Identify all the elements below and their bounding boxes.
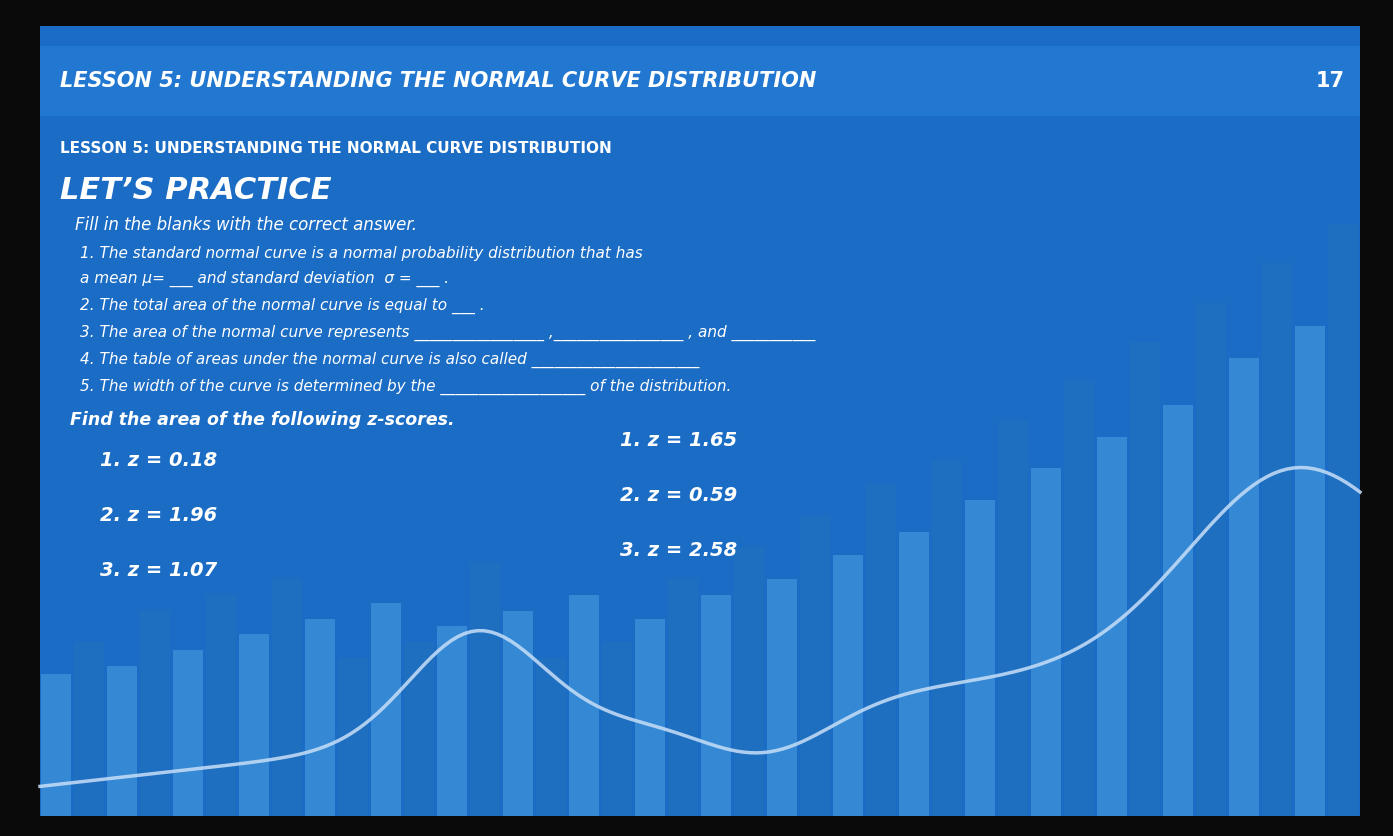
Text: LESSON 5: UNDERSTANDING THE NORMAL CURVE DISTRIBUTION: LESSON 5: UNDERSTANDING THE NORMAL CURVE… (60, 141, 612, 156)
Text: a mean μ= ___ and standard deviation  σ = ___ .: a mean μ= ___ and standard deviation σ =… (79, 271, 449, 288)
Text: 1. The standard normal curve is a normal probability distribution that has: 1. The standard normal curve is a normal… (79, 246, 642, 261)
Text: 3. The area of the normal curve represents _________________ ,_________________ : 3. The area of the normal curve represen… (79, 325, 815, 341)
Bar (338, 658, 368, 816)
Text: 3. z = 2.58: 3. z = 2.58 (620, 541, 737, 560)
Text: 5. The width of the curve is determined by the ___________________ of the distri: 5. The width of the curve is determined … (79, 379, 731, 395)
Bar (1031, 468, 1061, 816)
Bar (635, 619, 664, 816)
Bar (206, 594, 235, 816)
Bar (437, 626, 467, 816)
Bar (1130, 342, 1160, 816)
Bar (800, 516, 830, 816)
Bar (1064, 381, 1094, 816)
Text: 4. The table of areas under the normal curve is also called ____________________: 4. The table of areas under the normal c… (79, 352, 699, 368)
Bar (503, 610, 534, 816)
Text: 2. The total area of the normal curve is equal to ___ .: 2. The total area of the normal curve is… (79, 298, 485, 314)
Bar (469, 563, 500, 816)
Bar (1098, 436, 1127, 816)
Bar (1295, 326, 1325, 816)
Bar (40, 674, 71, 816)
Text: LESSON 5: UNDERSTANDING THE NORMAL CURVE DISTRIBUTION: LESSON 5: UNDERSTANDING THE NORMAL CURVE… (60, 71, 816, 91)
Text: LET’S PRACTICE: LET’S PRACTICE (60, 176, 332, 205)
Bar (965, 500, 995, 816)
Bar (898, 532, 929, 816)
Bar (669, 579, 698, 816)
Bar (536, 658, 566, 816)
Text: Fill in the blanks with the correct answer.: Fill in the blanks with the correct answ… (75, 216, 417, 234)
Bar (404, 642, 435, 816)
Bar (602, 642, 632, 816)
Text: 2. z = 1.96: 2. z = 1.96 (100, 506, 217, 525)
Text: Find the area of the following z-scores.: Find the area of the following z-scores. (70, 411, 454, 429)
Bar (768, 579, 797, 816)
Bar (173, 650, 203, 816)
Bar (1163, 405, 1192, 816)
Bar (240, 635, 269, 816)
Bar (734, 548, 763, 816)
Bar (568, 594, 599, 816)
Bar (932, 461, 963, 816)
Bar (1229, 358, 1259, 816)
Bar (272, 579, 302, 816)
Bar (1262, 263, 1291, 816)
Text: 2. z = 0.59: 2. z = 0.59 (620, 486, 737, 505)
Text: 17: 17 (1316, 71, 1346, 91)
Bar (866, 484, 896, 816)
Bar (107, 666, 137, 816)
Text: 3. z = 1.07: 3. z = 1.07 (100, 561, 217, 580)
Bar (74, 642, 104, 816)
Bar (371, 603, 401, 816)
Bar (141, 610, 170, 816)
Bar (833, 555, 864, 816)
Bar (40, 46, 1360, 116)
Bar (305, 619, 334, 816)
Bar (1197, 303, 1226, 816)
Bar (701, 594, 731, 816)
Text: 1. z = 0.18: 1. z = 0.18 (100, 451, 217, 470)
Bar (997, 421, 1028, 816)
Text: 1. z = 1.65: 1. z = 1.65 (620, 431, 737, 450)
Bar (1328, 223, 1358, 816)
